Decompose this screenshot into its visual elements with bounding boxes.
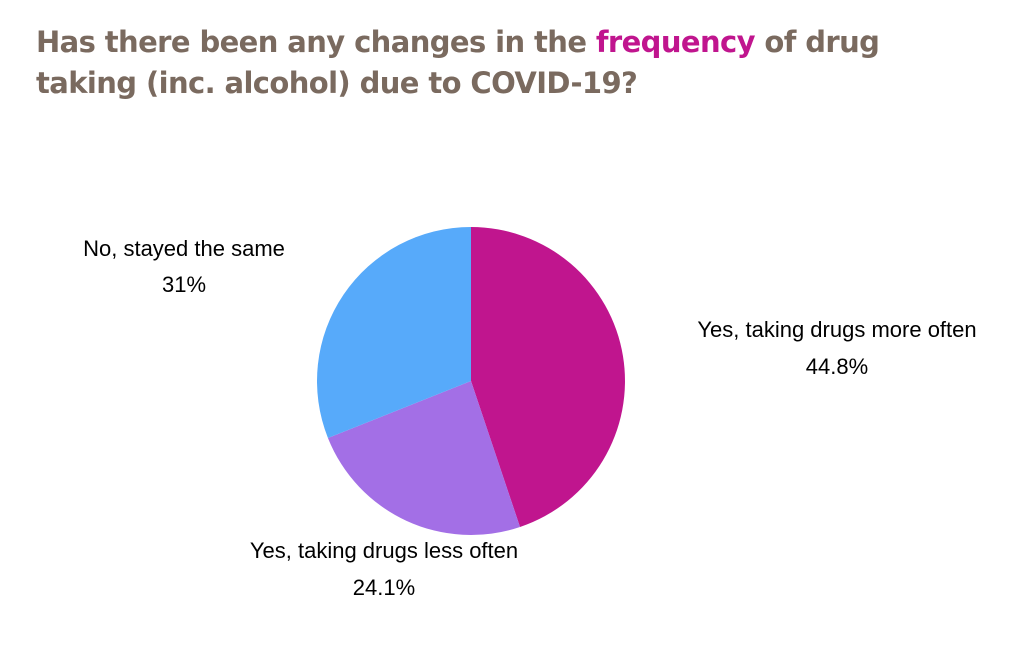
chart-title: Has there been any changes in the freque…: [36, 22, 936, 104]
pie-slice-1: [327, 381, 521, 535]
title-part-2: of drug taking (inc. alcohol) due to COV…: [36, 25, 880, 100]
slice-value-1: 24.1%: [353, 575, 415, 600]
pie-labels: Yes, taking drugs more often 44.8% Yes, ta…: [83, 236, 977, 600]
title-highlight: frequency: [595, 25, 756, 59]
pie-slices: [317, 227, 625, 535]
slice-label-2: No, stayed the same: [83, 236, 285, 261]
title-part-1: Has there been any changes in the: [36, 25, 596, 59]
pie-slice-2: [317, 227, 471, 438]
slice-label-1: Yes, taking drugs less often: [250, 538, 518, 563]
slice-value-2: 31%: [162, 272, 206, 297]
pie-slice-0: [471, 227, 625, 527]
slice-label-0: Yes, taking drugs more often: [697, 317, 976, 342]
slice-value-0: 44.8%: [806, 354, 868, 379]
